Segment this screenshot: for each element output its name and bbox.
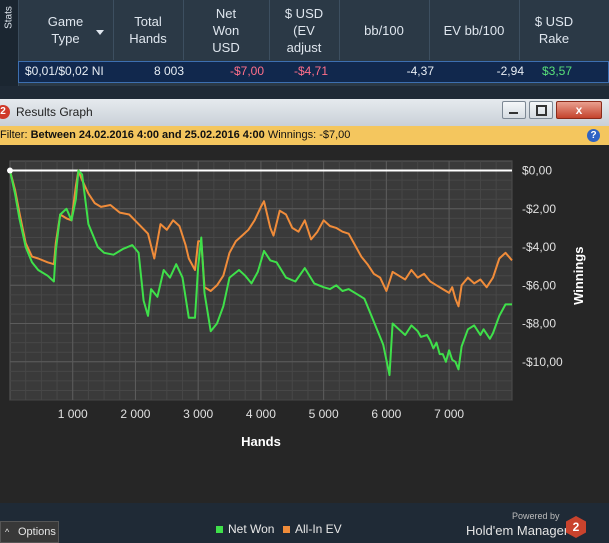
close-icon: x <box>575 103 583 117</box>
series-line-net-won <box>9 169 512 377</box>
col-header-net-won[interactable]: Net Won USD <box>183 0 270 60</box>
maximize-button[interactable] <box>529 101 553 119</box>
y-tick-label: -$10,00 <box>522 355 563 369</box>
legend-net-won: Net Won <box>216 522 274 536</box>
window-title: Results Graph <box>16 105 93 119</box>
col-header-total-hands[interactable]: Total Hands <box>113 0 184 60</box>
options-label: Options <box>18 526 56 538</box>
stats-tab-label: Stats <box>3 6 15 29</box>
y-tick-label: -$6,00 <box>522 278 556 292</box>
col-header-ev-bb100[interactable]: EV bb/100 <box>429 0 520 60</box>
help-icon[interactable]: ? <box>587 129 600 142</box>
y-tick-label: $0,00 <box>522 164 552 178</box>
cell-game-type: $0,01/$0,02 NI <box>25 64 104 78</box>
col-header-ev-adjusted[interactable]: $ USD (EV adjust <box>269 0 340 60</box>
legend-swatch <box>283 526 290 533</box>
col-label: $ USD (EV adjust <box>284 5 324 55</box>
sort-arrow-icon[interactable] <box>96 30 104 35</box>
y-tick-label: -$8,00 <box>522 317 556 331</box>
caret-up-icon: ^ <box>5 527 10 537</box>
cell-ev-bb100: -2,94 <box>496 64 524 78</box>
powered-by-text: Powered by <box>512 511 560 521</box>
results-chart: 1 000 2 000 3 000 4 000 5 000 6 000 7 000 $0,00… <box>7 160 586 449</box>
table-row[interactable]: $0,01/$0,02 NI 8 003 -$7,00 -$4,71 -4,37… <box>18 61 609 83</box>
col-label: Total Hands <box>129 14 167 46</box>
x-tick-label: 4 000 <box>246 407 276 421</box>
col-label: EV bb/100 <box>443 22 505 38</box>
col-header-game-type[interactable]: Game Type <box>18 0 114 60</box>
cell-bb100: -4,37 <box>406 64 434 78</box>
brand-logo-icon: 2 <box>566 516 586 538</box>
brand-name: Hold'em Manager <box>466 523 569 538</box>
x-tick-label: 5 000 <box>309 407 339 421</box>
col-label: Net Won USD <box>212 5 240 55</box>
col-label: $ USD Rake <box>534 14 574 46</box>
cell-ev-adjusted: -$4,71 <box>293 64 328 78</box>
x-tick-label: 1 000 <box>58 407 88 421</box>
start-point <box>7 167 13 174</box>
x-tick-label: 6 000 <box>371 407 401 421</box>
filter-winnings: Winnings: -$7,00 <box>267 129 351 141</box>
col-label: bb/100 <box>364 22 404 38</box>
filter-prefix: Filter: <box>0 129 28 141</box>
y-tick-label: -$4,00 <box>522 240 556 254</box>
col-label: Game Type <box>47 14 84 46</box>
filter-range: Between 24.02.2016 4:00 and 25.02.2016 4… <box>30 129 265 141</box>
options-button[interactable]: ^ Options <box>0 521 59 543</box>
app-badge-icon: 2 <box>0 105 10 119</box>
cell-rake: $3,57 <box>541 64 572 78</box>
legend-label: All-In EV <box>295 522 342 536</box>
stats-tab[interactable]: Stats <box>0 0 19 86</box>
x-tick-label: 3 000 <box>183 407 213 421</box>
cell-net-won: -$7,00 <box>229 64 264 78</box>
filter-bar: Filter: Between 24.02.2016 4:00 and 25.0… <box>0 126 609 146</box>
legend-label: Net Won <box>228 522 275 536</box>
col-header-rake[interactable]: $ USD Rake <box>519 0 589 60</box>
stats-panel: Stats Game Type Total Hands Net Won USD $ US… <box>0 0 609 86</box>
legend-allin-ev: All-In EV <box>283 522 342 536</box>
y-axis-title: Winnings <box>571 247 586 305</box>
legend-swatch <box>216 526 223 533</box>
title-bar[interactable]: 2 Results Graph x <box>0 99 609 127</box>
x-tick-label: 2 000 <box>120 407 150 421</box>
graph-area: 1 000 2 000 3 000 4 000 5 000 6 000 7 000 $0,00… <box>0 145 609 543</box>
minimize-button[interactable] <box>502 101 526 119</box>
cell-total-hands: 8 003 <box>153 64 184 78</box>
results-graph-window: 2 Results Graph x Filter: Between 24.02.… <box>0 99 609 543</box>
col-header-bb100[interactable]: bb/100 <box>339 0 430 60</box>
x-axis-title: Hands <box>241 434 281 449</box>
close-button[interactable]: x <box>556 101 602 119</box>
x-tick-label: 7 000 <box>434 407 464 421</box>
y-tick-label: -$2,00 <box>522 202 556 216</box>
